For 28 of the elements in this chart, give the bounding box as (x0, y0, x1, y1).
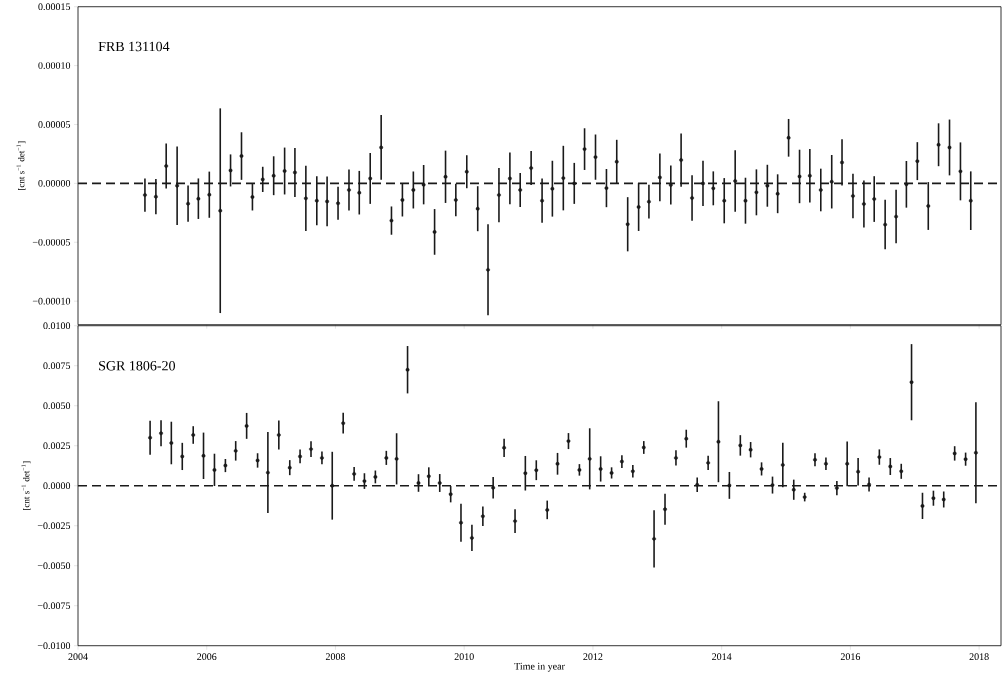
y-tick-label: 0.0050 (43, 402, 71, 410)
x-tick-label: 2010 (454, 653, 474, 661)
x-tick-label: 2018 (969, 653, 989, 661)
y-tick-label: −0.0075 (37, 602, 71, 610)
x-tick-label: 2016 (840, 653, 861, 661)
x-tick-label: 2004 (68, 653, 88, 661)
y-tick-label: −0.00010 (32, 297, 71, 305)
y-tick-label: 0.0025 (43, 442, 71, 450)
y-tick-label: 0.00005 (38, 121, 71, 129)
y-tick-label: 0.0000 (43, 482, 71, 490)
y-axis-title: [cnt s$^{−1}$ det$^{−1}$] (21, 461, 31, 511)
y-axis-title: [cnt s$^{−1}$ det$^{−1}$] (16, 141, 26, 191)
y-tick-label: 0.0100 (43, 322, 71, 330)
y-tick-label: −0.0050 (37, 562, 71, 570)
text: SGR 1806-20 (99, 361, 176, 371)
y-tick-label: 0.00010 (38, 62, 71, 70)
y-tick-label: −0.0025 (37, 522, 71, 530)
x-tick-label: 2008 (325, 653, 346, 661)
y-tick-label: 0.00000 (38, 180, 71, 187)
x-tick-label: 2006 (197, 653, 217, 661)
x-axis-title: Time in year (514, 663, 565, 672)
text: FRB 131104 (98, 41, 170, 52)
y-tick-label: −0.0100 (37, 642, 71, 650)
y-tick-label: −0.00005 (32, 239, 71, 246)
x-tick-label: 2014 (712, 653, 732, 661)
x-tick-label: 2012 (583, 653, 603, 661)
y-tick-label: 0.0075 (43, 362, 71, 370)
y-tick-label: 0.00015 (38, 3, 71, 11)
